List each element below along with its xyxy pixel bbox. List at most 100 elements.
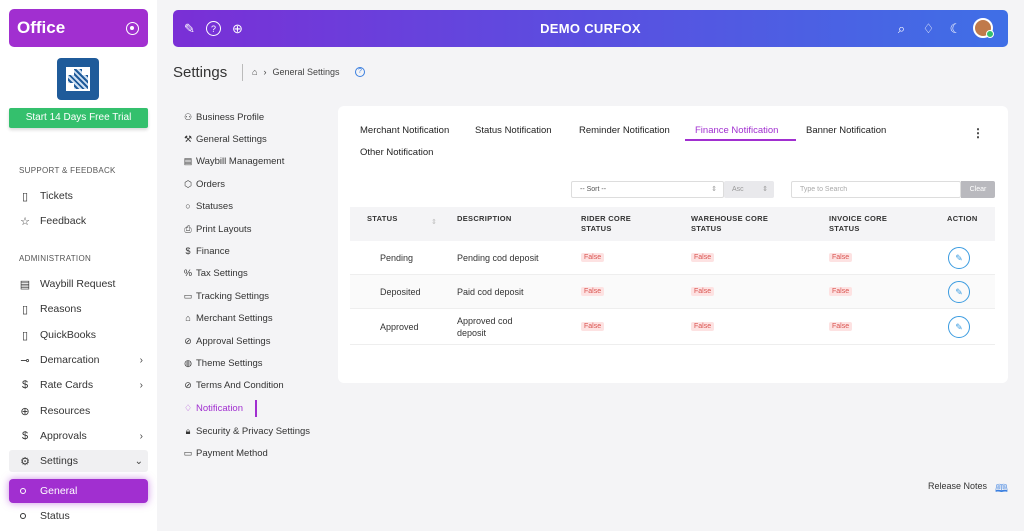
tab-merchant-notification[interactable]: Merchant Notification [360,125,450,136]
app-title: DEMO CURFOX [540,21,641,36]
edit-button[interactable]: ✎ [948,316,970,338]
sidebar-item-label: Waybill Request [40,278,116,290]
header-rider-core: RIDER CORE [581,214,632,223]
tab-reminder-notification[interactable]: Reminder Notification [579,125,670,136]
sidebar-toggle-icon[interactable] [126,21,139,35]
sidebar-item-approvals[interactable]: $ Approvals › [19,426,149,446]
chevron-down-icon: ⌄ [134,455,143,467]
settings-menu-notification[interactable]: ♢ Notification [183,400,243,416]
avatar[interactable] [973,18,994,38]
status-badge: False [581,322,605,331]
chevron-right-icon: › [139,379,143,391]
sidebar-item-settings-highlight [9,450,148,472]
sidebar-item-label: Approvals [40,430,87,442]
settings-menu-orders[interactable]: ⬡ Orders [183,176,225,192]
monitor-icon: ▭ [183,290,193,301]
tab-finance-notification[interactable]: Finance Notification [695,125,779,136]
sidebar-item-resources[interactable]: ⊕ Resources [19,401,149,421]
header-invoice-core: INVOICE CORE [829,214,888,223]
settings-menu-terms-and-condition[interactable]: ⊘ Terms And Condition [183,377,283,393]
table-header: STATUS ⇕ DESCRIPTION RIDER CORE STATUS W… [350,207,995,241]
settings-menu-general-settings[interactable]: ⚒ General Settings [183,131,267,147]
globe-icon[interactable]: ⊕ [232,20,243,36]
status-badge: False [691,253,715,262]
settings-menu-tracking-settings[interactable]: ▭ Tracking Settings [183,288,269,304]
help-icon[interactable]: ? [206,21,221,36]
dollar-icon: $ [21,430,29,442]
settings-menu-theme-settings[interactable]: ◍ Theme Settings [183,355,262,371]
sidebar-item-waybill-request[interactable]: ▤ Waybill Request [19,274,149,294]
sidebar-item-settings[interactable]: ⚙ Settings ⌄ [19,451,149,471]
store-icon: ⌂ [185,313,191,323]
moon-icon[interactable]: ☾ [949,20,962,36]
settings-menu-payment-method[interactable]: ▭ Payment Method [183,445,268,461]
table-row: Deposited Paid cod deposit False False F… [350,275,995,309]
check-circle-icon: ⊘ [184,335,192,346]
sidebar-subitem-general[interactable]: General [9,479,148,503]
globe-icon: ⊕ [20,405,30,418]
brush-icon[interactable]: ✎ [184,20,195,36]
company-logo [57,58,99,100]
sidebar-item-feedback[interactable]: ☆ Feedback [19,211,149,231]
search-icon[interactable]: ⌕ [897,20,906,36]
support-heading: SUPPORT & FEEDBACK [19,166,116,175]
sidebar-item-reasons[interactable]: ▯ Reasons [19,299,149,319]
settings-menu-label: Approval Settings [196,335,271,347]
header-warehouse-core-status: STATUS [691,224,722,233]
settings-menu-waybill-management[interactable]: ▤ Waybill Management [183,153,285,169]
settings-menu-label: Merchant Settings [196,312,273,324]
table-row: Pending Pending cod deposit False False … [350,241,995,275]
tab-banner-notification[interactable]: Banner Notification [806,125,887,136]
search-input[interactable] [791,181,961,198]
sidebar-subitem-status[interactable]: Status [9,504,148,528]
breadcrumb-current: General Settings [272,67,340,77]
header-action: ACTION [947,214,978,223]
order-select[interactable]: Asc [724,181,774,198]
release-notes-link[interactable]: Release Notes [928,481,988,491]
sort-select[interactable]: -- Sort -- [571,181,724,198]
header-status[interactable]: STATUS [367,214,398,223]
home-icon[interactable]: ⌂ [252,67,258,77]
more-options-icon[interactable]: ⋮ [972,126,984,140]
help-icon[interactable]: ? [355,67,365,77]
sidebar-item-tickets[interactable]: ▯ Tickets [19,186,149,206]
settings-menu-statuses[interactable]: ○ Statuses [183,198,233,214]
book-open-icon[interactable]: 🕮︎ [995,483,1008,495]
settings-menu-merchant-settings[interactable]: ⌂ Merchant Settings [183,310,273,326]
settings-menu-approval-settings[interactable]: ⊘ Approval Settings [183,333,270,349]
dollar-icon: $ [21,379,29,391]
edit-button[interactable]: ✎ [948,247,970,269]
star-icon: ☆ [20,215,30,228]
active-indicator [255,400,257,417]
sidebar-item-quickbooks[interactable]: ▯ QuickBooks [19,325,149,345]
free-trial-button[interactable]: Start 14 Days Free Trial [9,108,148,128]
settings-menu-security-privacy[interactable]: 🔒︎ Security & Privacy Settings [183,423,310,439]
bell-icon: ♢ [183,402,193,413]
settings-menu-tax-settings[interactable]: % Tax Settings [183,265,248,281]
settings-menu-business-profile[interactable]: ⚇ Business Profile [183,109,264,125]
status-badge: False [829,322,853,331]
settings-menu-finance[interactable]: $ Finance [183,243,229,259]
cell-status: Approved [380,322,419,332]
topbar: ✎ ? ⊕ DEMO CURFOX ⌕ ♢ ☾ [173,10,1008,47]
tab-status-notification[interactable]: Status Notification [475,125,552,136]
sidebar-item-label: Reasons [40,303,82,315]
header-description: DESCRIPTION [457,214,512,223]
clear-button[interactable]: Clear [961,181,995,198]
sidebar-item-rate-cards[interactable]: $ Rate Cards › [19,375,149,395]
edit-button[interactable]: ✎ [948,281,970,303]
bell-icon[interactable]: ♢ [922,20,935,36]
gear-icon: ⚙ [20,455,30,468]
sidebar-item-label: Demarcation [40,354,100,366]
sidebar-item-label: Status [40,510,70,522]
status-badge: False [829,287,853,296]
settings-menu-print-layouts[interactable]: ⎙ Print Layouts [183,221,251,237]
tab-active-underline [685,139,796,141]
sidebar-item-label: QuickBooks [40,329,97,341]
header-warehouse-core: WAREHOUSE CORE [691,214,769,223]
sort-arrows-icon[interactable]: ⇕ [431,219,437,226]
sidebar-item-demarcation[interactable]: ⊸ Demarcation › [19,350,149,370]
document-icon: ▤ [19,278,31,291]
lock-icon: 🔒︎ [185,425,191,436]
tab-other-notification[interactable]: Other Notification [360,147,434,158]
